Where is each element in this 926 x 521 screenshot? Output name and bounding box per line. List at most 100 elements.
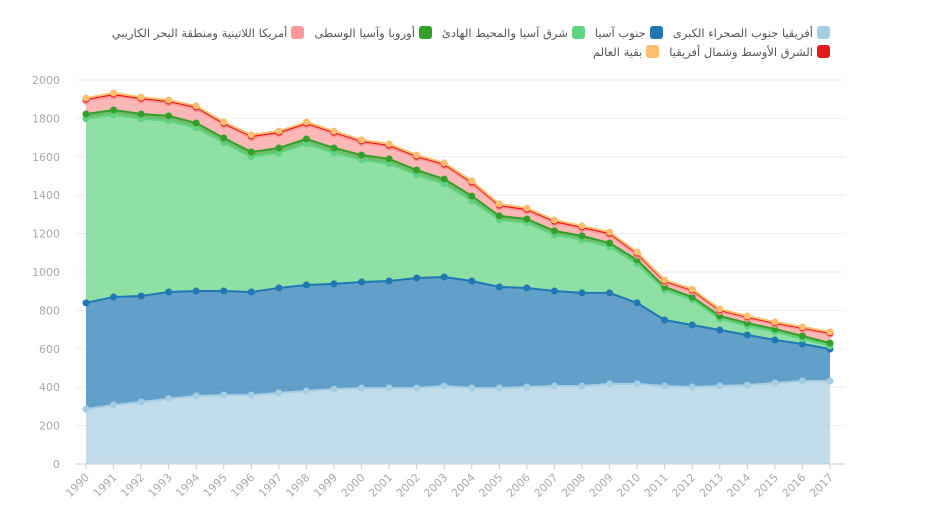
data-point[interactable] — [330, 127, 338, 135]
data-point[interactable] — [220, 139, 228, 147]
data-point[interactable] — [661, 316, 669, 324]
data-point[interactable] — [716, 305, 724, 313]
data-point[interactable] — [137, 115, 145, 123]
data-point[interactable] — [358, 151, 366, 159]
data-point[interactable] — [110, 111, 118, 119]
legend-item[interactable]: شرق آسيا والمحيط الهادئ — [442, 24, 585, 41]
data-point[interactable] — [413, 171, 421, 179]
data-point[interactable] — [440, 159, 448, 167]
data-point[interactable] — [413, 274, 421, 282]
data-point[interactable] — [771, 336, 779, 344]
data-point[interactable] — [192, 392, 200, 400]
data-point[interactable] — [826, 339, 834, 347]
data-point[interactable] — [82, 115, 90, 123]
data-point[interactable] — [385, 384, 393, 392]
data-point[interactable] — [798, 323, 806, 331]
data-point[interactable] — [440, 180, 448, 188]
data-point[interactable] — [578, 232, 586, 240]
data-point[interactable] — [550, 216, 558, 224]
data-point[interactable] — [82, 299, 90, 307]
data-point[interactable] — [165, 395, 173, 403]
data-point[interactable] — [220, 287, 228, 295]
data-point[interactable] — [578, 289, 586, 297]
data-point[interactable] — [302, 140, 310, 148]
data-point[interactable] — [523, 284, 531, 292]
data-point[interactable] — [192, 119, 200, 127]
data-point[interactable] — [137, 398, 145, 406]
data-point[interactable] — [165, 117, 173, 125]
data-point[interactable] — [302, 135, 310, 143]
data-point[interactable] — [606, 239, 614, 247]
data-point[interactable] — [110, 106, 118, 114]
data-point[interactable] — [716, 382, 724, 390]
data-point[interactable] — [440, 382, 448, 390]
legend-item[interactable]: الشرق الأوسط وشمال أفريقيا — [669, 43, 830, 60]
data-point[interactable] — [192, 287, 200, 295]
data-point[interactable] — [798, 340, 806, 348]
legend-item[interactable]: بقية العالم — [593, 43, 660, 60]
data-point[interactable] — [247, 148, 255, 156]
data-point[interactable] — [385, 160, 393, 168]
data-point[interactable] — [192, 124, 200, 132]
data-point[interactable] — [633, 248, 641, 256]
data-point[interactable] — [661, 382, 669, 390]
data-point[interactable] — [606, 289, 614, 297]
data-point[interactable] — [137, 110, 145, 118]
data-point[interactable] — [385, 277, 393, 285]
data-point[interactable] — [743, 312, 751, 320]
data-point[interactable] — [523, 383, 531, 391]
data-point[interactable] — [523, 204, 531, 212]
data-point[interactable] — [495, 200, 503, 208]
data-point[interactable] — [468, 384, 476, 392]
data-point[interactable] — [550, 382, 558, 390]
data-point[interactable] — [606, 380, 614, 388]
data-point[interactable] — [578, 382, 586, 390]
data-point[interactable] — [550, 227, 558, 235]
data-point[interactable] — [220, 134, 228, 142]
legend-item[interactable]: جنوب آسيا — [595, 24, 663, 41]
data-point[interactable] — [385, 155, 393, 163]
data-point[interactable] — [688, 383, 696, 391]
data-point[interactable] — [275, 149, 283, 157]
data-point[interactable] — [358, 278, 366, 286]
data-point[interactable] — [468, 192, 476, 200]
data-point[interactable] — [165, 288, 173, 296]
data-point[interactable] — [275, 127, 283, 135]
data-point[interactable] — [82, 405, 90, 413]
data-point[interactable] — [440, 175, 448, 183]
data-point[interactable] — [743, 381, 751, 389]
data-point[interactable] — [330, 280, 338, 288]
data-point[interactable] — [220, 391, 228, 399]
data-point[interactable] — [275, 144, 283, 152]
data-point[interactable] — [165, 96, 173, 104]
data-point[interactable] — [137, 292, 145, 300]
data-point[interactable] — [110, 401, 118, 409]
data-point[interactable] — [578, 222, 586, 230]
data-point[interactable] — [688, 293, 696, 301]
data-point[interactable] — [247, 391, 255, 399]
data-point[interactable] — [743, 331, 751, 339]
data-point[interactable] — [661, 276, 669, 284]
data-point[interactable] — [413, 166, 421, 174]
data-point[interactable] — [247, 288, 255, 296]
data-point[interactable] — [771, 318, 779, 326]
data-point[interactable] — [633, 299, 641, 307]
data-point[interactable] — [110, 293, 118, 301]
data-point[interactable] — [82, 110, 90, 118]
data-point[interactable] — [358, 384, 366, 392]
data-point[interactable] — [192, 102, 200, 110]
data-point[interactable] — [523, 215, 531, 223]
legend-item[interactable]: أمريكا اللاتينية ومنطقة البحر الكاريبي — [112, 24, 305, 41]
data-point[interactable] — [468, 177, 476, 185]
legend-item[interactable]: أفريقيا جنوب الصحراء الكبرى — [673, 24, 830, 41]
data-point[interactable] — [468, 197, 476, 205]
data-point[interactable] — [302, 118, 310, 126]
data-point[interactable] — [82, 94, 90, 102]
data-point[interactable] — [495, 212, 503, 220]
data-point[interactable] — [468, 277, 476, 285]
data-point[interactable] — [302, 387, 310, 395]
data-point[interactable] — [798, 332, 806, 340]
data-point[interactable] — [275, 389, 283, 397]
data-point[interactable] — [275, 284, 283, 292]
data-point[interactable] — [606, 228, 614, 236]
